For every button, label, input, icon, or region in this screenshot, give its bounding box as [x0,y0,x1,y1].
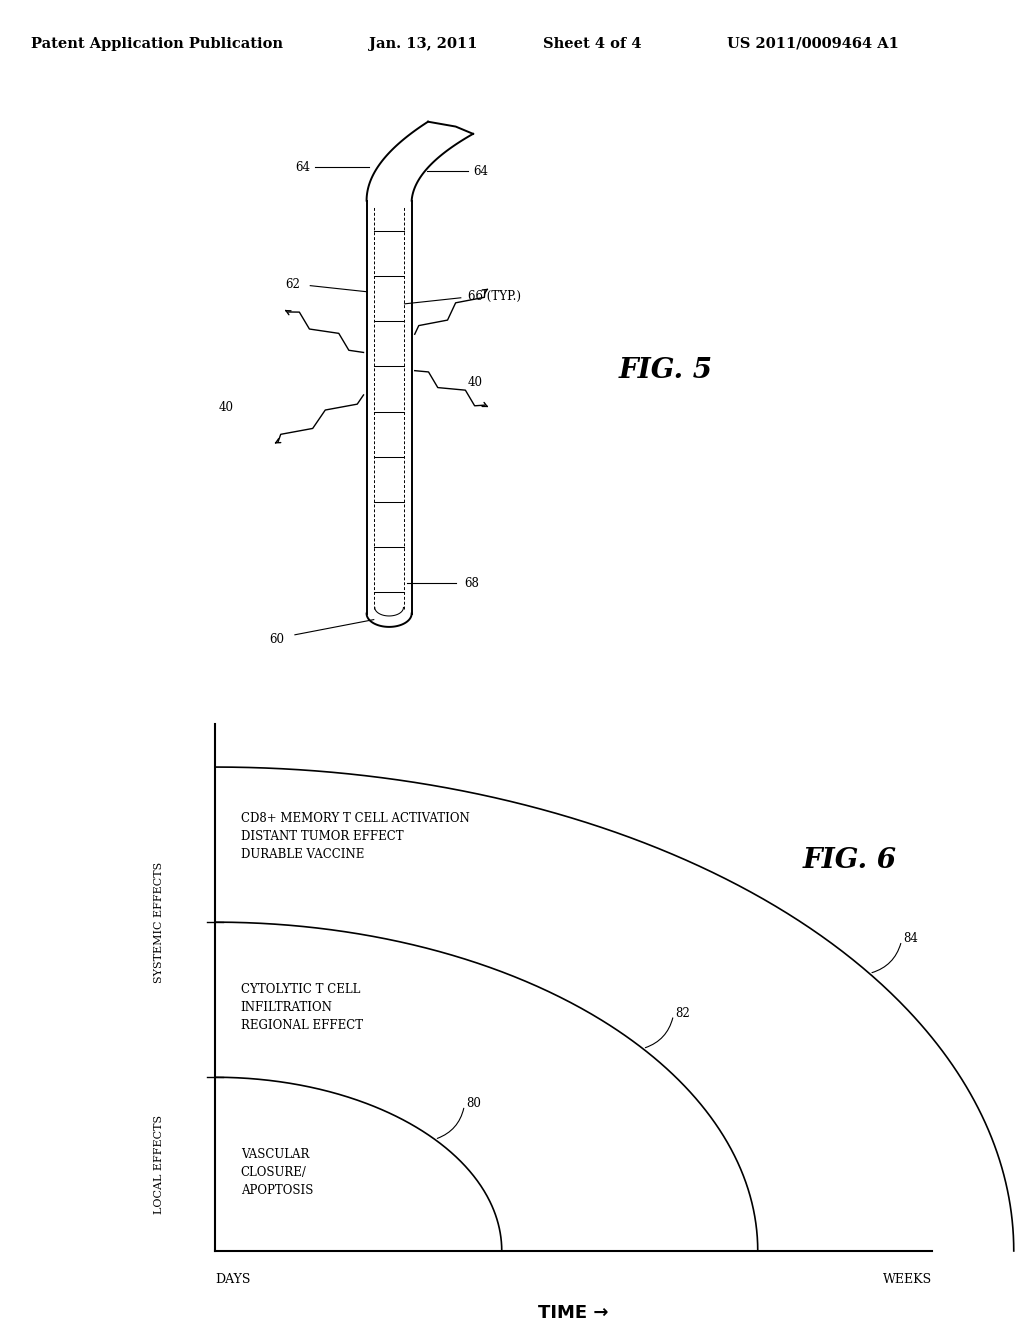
Text: Patent Application Publication: Patent Application Publication [31,37,283,50]
Text: Sheet 4 of 4: Sheet 4 of 4 [543,37,641,50]
Text: 80: 80 [466,1097,481,1110]
Text: Jan. 13, 2011: Jan. 13, 2011 [369,37,477,50]
Text: FIG. 5: FIG. 5 [618,358,713,384]
Text: TIME →: TIME → [539,1304,608,1320]
Text: 64: 64 [473,165,488,178]
Text: VASCULAR
CLOSURE/
APOPTOSIS: VASCULAR CLOSURE/ APOPTOSIS [241,1148,313,1197]
Text: WEEKS: WEEKS [883,1272,932,1286]
Text: 82: 82 [676,1007,690,1020]
Text: 66 (TYP.): 66 (TYP.) [468,290,521,304]
Text: SYSTEMIC EFFECTS: SYSTEMIC EFFECTS [154,862,164,983]
Text: 40: 40 [468,376,483,389]
Text: 62: 62 [285,279,300,290]
Text: 84: 84 [903,932,919,945]
Text: 60: 60 [269,632,285,645]
Text: CYTOLYTIC T CELL
INFILTRATION
REGIONAL EFFECT: CYTOLYTIC T CELL INFILTRATION REGIONAL E… [241,983,362,1032]
Text: DAYS: DAYS [215,1272,251,1286]
Text: US 2011/0009464 A1: US 2011/0009464 A1 [727,37,899,50]
Text: CD8+ MEMORY T CELL ACTIVATION
DISTANT TUMOR EFFECT
DURABLE VACCINE: CD8+ MEMORY T CELL ACTIVATION DISTANT TU… [241,812,469,862]
Text: 64: 64 [295,161,310,174]
Text: LOCAL EFFECTS: LOCAL EFFECTS [154,1114,164,1213]
Text: 68: 68 [464,577,479,590]
Text: 40: 40 [218,400,233,413]
Text: FIG. 6: FIG. 6 [803,846,897,874]
